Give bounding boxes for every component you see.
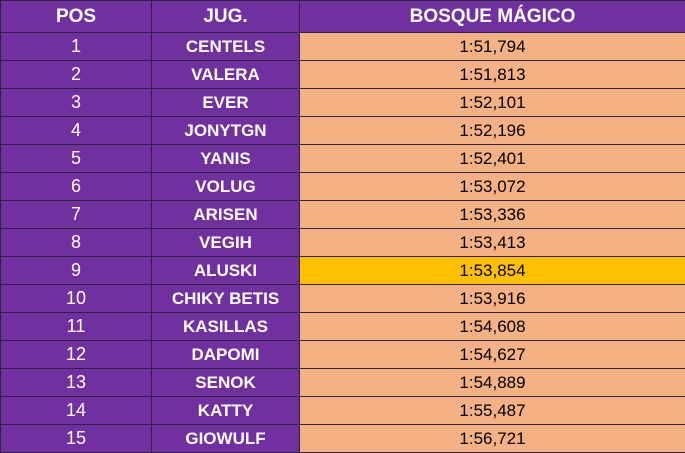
player-cell: YANIS <box>152 145 300 173</box>
player-cell: DAPOMI <box>152 341 300 369</box>
position-cell: 3 <box>1 89 152 117</box>
time-cell: 1:52,101 <box>300 89 685 117</box>
ranking-body: 1 CENTELS 1:51,794 2 VALERA 1:51,813 3 E… <box>1 33 685 453</box>
position-cell: 6 <box>1 173 152 201</box>
time-cell: 1:54,889 <box>300 369 685 397</box>
time-cell: 1:55,487 <box>300 397 685 425</box>
column-header-player: JUG. <box>152 1 300 33</box>
column-header-pos: POS <box>1 1 152 33</box>
player-cell: KATTY <box>152 397 300 425</box>
position-cell: 14 <box>1 397 152 425</box>
player-cell: KASILLAS <box>152 313 300 341</box>
time-cell: 1:52,401 <box>300 145 685 173</box>
player-cell: GIOWULF <box>152 425 300 453</box>
table-row: 8 VEGIH 1:53,413 <box>1 229 685 257</box>
table-row: 7 ARISEN 1:53,336 <box>1 201 685 229</box>
table-row: 1 CENTELS 1:51,794 <box>1 33 685 61</box>
position-cell: 10 <box>1 285 152 313</box>
position-cell: 11 <box>1 313 152 341</box>
time-cell: 1:53,413 <box>300 229 685 257</box>
table-row: 3 EVER 1:52,101 <box>1 89 685 117</box>
position-cell: 4 <box>1 117 152 145</box>
table-row: 12 DAPOMI 1:54,627 <box>1 341 685 369</box>
time-cell: 1:53,916 <box>300 285 685 313</box>
player-cell: VEGIH <box>152 229 300 257</box>
header-row: POS JUG. BOSQUE MÁGICO <box>1 1 685 33</box>
time-cell: 1:54,627 <box>300 341 685 369</box>
time-cell: 1:56,721 <box>300 425 685 453</box>
time-cell: 1:54,608 <box>300 313 685 341</box>
position-cell: 12 <box>1 341 152 369</box>
position-cell: 2 <box>1 61 152 89</box>
table-row: 10 CHIKY BETIS 1:53,916 <box>1 285 685 313</box>
player-cell: ALUSKI <box>152 257 300 285</box>
time-cell: 1:53,072 <box>300 173 685 201</box>
highlighted-time-cell: 1:53,854 <box>300 257 685 285</box>
table-row: 2 VALERA 1:51,813 <box>1 61 685 89</box>
player-cell: EVER <box>152 89 300 117</box>
position-cell: 15 <box>1 425 152 453</box>
table-row: 11 KASILLAS 1:54,608 <box>1 313 685 341</box>
player-cell: VOLUG <box>152 173 300 201</box>
position-cell: 5 <box>1 145 152 173</box>
position-cell: 8 <box>1 229 152 257</box>
table-row: 14 KATTY 1:55,487 <box>1 397 685 425</box>
table-row: 13 SENOK 1:54,889 <box>1 369 685 397</box>
position-cell: 9 <box>1 257 152 285</box>
time-cell: 1:51,794 <box>300 33 685 61</box>
player-cell: ARISEN <box>152 201 300 229</box>
player-cell: CHIKY BETIS <box>152 285 300 313</box>
position-cell: 1 <box>1 33 152 61</box>
table-row: 15 GIOWULF 1:56,721 <box>1 425 685 453</box>
position-cell: 13 <box>1 369 152 397</box>
table-row: 5 YANIS 1:52,401 <box>1 145 685 173</box>
time-cell: 1:51,813 <box>300 61 685 89</box>
time-cell: 1:52,196 <box>300 117 685 145</box>
player-cell: JONYTGN <box>152 117 300 145</box>
table-row-highlighted: 9 ALUSKI 1:53,854 <box>1 257 685 285</box>
time-cell: 1:53,336 <box>300 201 685 229</box>
column-header-track: BOSQUE MÁGICO <box>300 1 685 33</box>
position-cell: 7 <box>1 201 152 229</box>
player-cell: VALERA <box>152 61 300 89</box>
table-row: 4 JONYTGN 1:52,196 <box>1 117 685 145</box>
player-cell: CENTELS <box>152 33 300 61</box>
table-row: 6 VOLUG 1:53,072 <box>1 173 685 201</box>
player-cell: SENOK <box>152 369 300 397</box>
